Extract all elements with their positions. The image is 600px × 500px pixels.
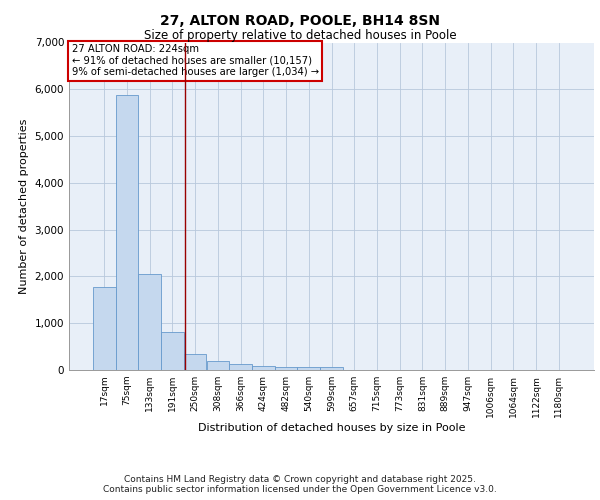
Text: Contains HM Land Registry data © Crown copyright and database right 2025.: Contains HM Land Registry data © Crown c… <box>124 475 476 484</box>
Y-axis label: Number of detached properties: Number of detached properties <box>19 118 29 294</box>
Bar <box>116 96 139 370</box>
Bar <box>298 367 320 370</box>
X-axis label: Distribution of detached houses by size in Poole: Distribution of detached houses by size … <box>198 422 465 432</box>
Bar <box>161 332 184 370</box>
Text: 27, ALTON ROAD, POOLE, BH14 8SN: 27, ALTON ROAD, POOLE, BH14 8SN <box>160 14 440 28</box>
Bar <box>206 360 229 370</box>
Bar <box>320 367 343 370</box>
Text: Size of property relative to detached houses in Poole: Size of property relative to detached ho… <box>143 29 457 42</box>
Bar <box>93 286 116 370</box>
Text: 27 ALTON ROAD: 224sqm
← 91% of detached houses are smaller (10,157)
9% of semi-d: 27 ALTON ROAD: 224sqm ← 91% of detached … <box>71 44 319 78</box>
Bar <box>252 366 275 370</box>
Bar <box>139 274 161 370</box>
Bar <box>229 364 252 370</box>
Bar <box>184 354 206 370</box>
Bar <box>275 366 298 370</box>
Text: Contains public sector information licensed under the Open Government Licence v3: Contains public sector information licen… <box>103 485 497 494</box>
